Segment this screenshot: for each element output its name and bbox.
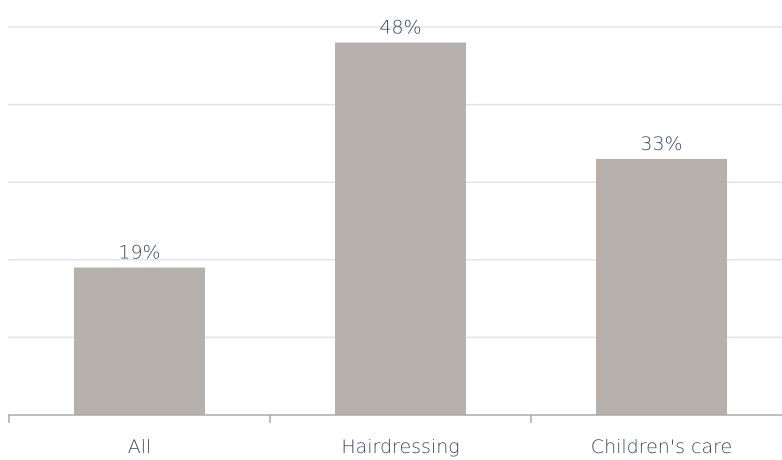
bar-children-s-care: [596, 158, 727, 416]
bars: [74, 42, 727, 416]
labels: 19% All 48% Hairdressing 33% Children's care: [118, 17, 732, 458]
bar-all: [74, 267, 205, 415]
data-label: 19%: [118, 242, 160, 264]
category-label: Hairdressing: [341, 436, 459, 458]
bar-hairdressing: [335, 42, 466, 416]
data-label: 33%: [640, 133, 682, 155]
category-label: All: [128, 436, 152, 458]
x-axis: [8, 414, 782, 423]
category-label: Children's care: [591, 436, 732, 458]
data-label: 48%: [379, 17, 421, 39]
